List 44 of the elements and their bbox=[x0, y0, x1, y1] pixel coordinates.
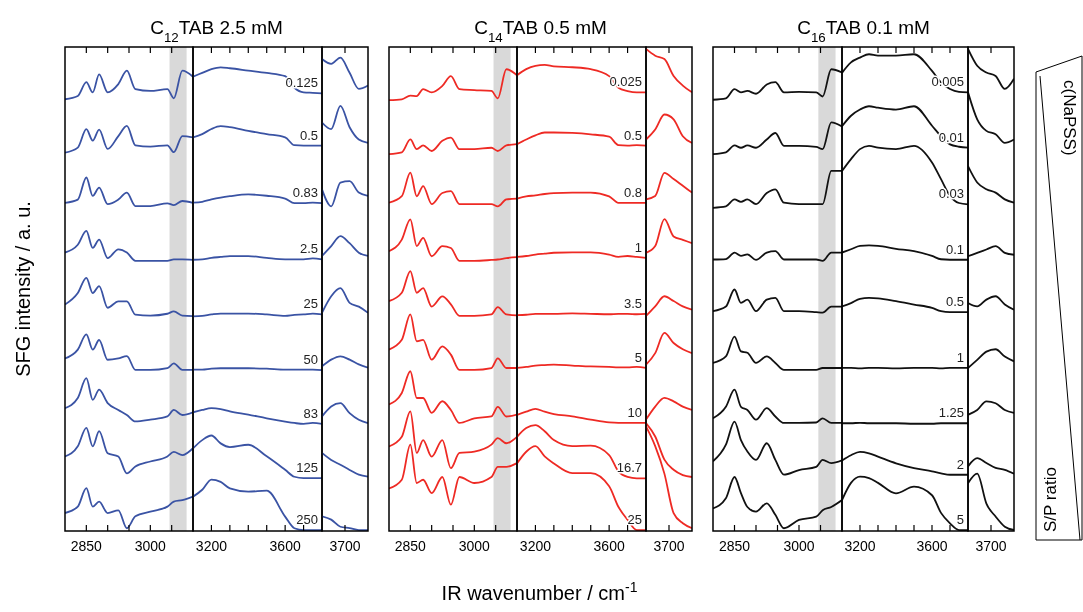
series-label: 2 bbox=[956, 456, 964, 472]
x-tick-label: 3200 bbox=[844, 538, 876, 554]
x-tick-label: 3000 bbox=[783, 538, 815, 554]
text: 3700 bbox=[329, 538, 361, 554]
x-tick-label: 3000 bbox=[458, 538, 491, 554]
text: c(NaPSS) bbox=[1060, 80, 1079, 156]
series-label: 16.7 bbox=[616, 460, 642, 476]
series-label: 3.5 bbox=[623, 295, 642, 311]
x-tick-label: 2850 bbox=[718, 538, 751, 554]
x-tick-label: 3000 bbox=[134, 538, 167, 554]
x-tick-label: 3200 bbox=[519, 538, 552, 554]
series-label: 5 bbox=[634, 349, 642, 365]
series-label: 10 bbox=[627, 404, 642, 420]
series-label: 0.5 bbox=[623, 127, 642, 143]
series-label: 50 bbox=[303, 352, 318, 368]
series-label: 1.25 bbox=[938, 405, 964, 421]
series-label: 0.5 bbox=[945, 294, 964, 310]
series-label: 0.1 bbox=[945, 241, 964, 257]
text: S/P ratio bbox=[1041, 467, 1060, 532]
series-label: 1 bbox=[634, 239, 642, 255]
series-label: 0.83 bbox=[292, 185, 318, 201]
series-label: 5 bbox=[956, 512, 964, 528]
text: 3700 bbox=[653, 538, 685, 554]
series-label: 125 bbox=[296, 460, 318, 476]
x-axis-title: IR wavenumber / cm$^{-1}$ bbox=[441, 579, 638, 604]
text: 3700 bbox=[975, 538, 1007, 554]
series-label: 0.5 bbox=[299, 127, 318, 143]
series-label: 2.5 bbox=[299, 241, 318, 257]
y-axis-title: SFG intensity / a. u. bbox=[12, 201, 34, 377]
x-tick-label: 3600 bbox=[593, 538, 625, 554]
chart-title: C$_{14}$TAB 0.5 mM bbox=[474, 17, 607, 45]
series-label: 0.8 bbox=[623, 184, 642, 200]
series-label: 250 bbox=[296, 512, 318, 528]
chart-title: C$_{16}$TAB 0.1 mM bbox=[797, 17, 930, 45]
series-label: 25 bbox=[627, 512, 642, 528]
x-tick-label: 3600 bbox=[916, 538, 948, 554]
series-label: 83 bbox=[303, 405, 318, 421]
series-label: 25 bbox=[303, 296, 318, 312]
x-tick-label: 2850 bbox=[70, 538, 103, 554]
chart-title: C$_{12}$TAB 2.5 mM bbox=[150, 17, 283, 45]
x-tick-label: 2850 bbox=[394, 538, 427, 554]
x-tick-label: 3600 bbox=[269, 538, 301, 554]
x-tick-label: 3200 bbox=[195, 538, 228, 554]
series-label: 1 bbox=[956, 349, 964, 365]
